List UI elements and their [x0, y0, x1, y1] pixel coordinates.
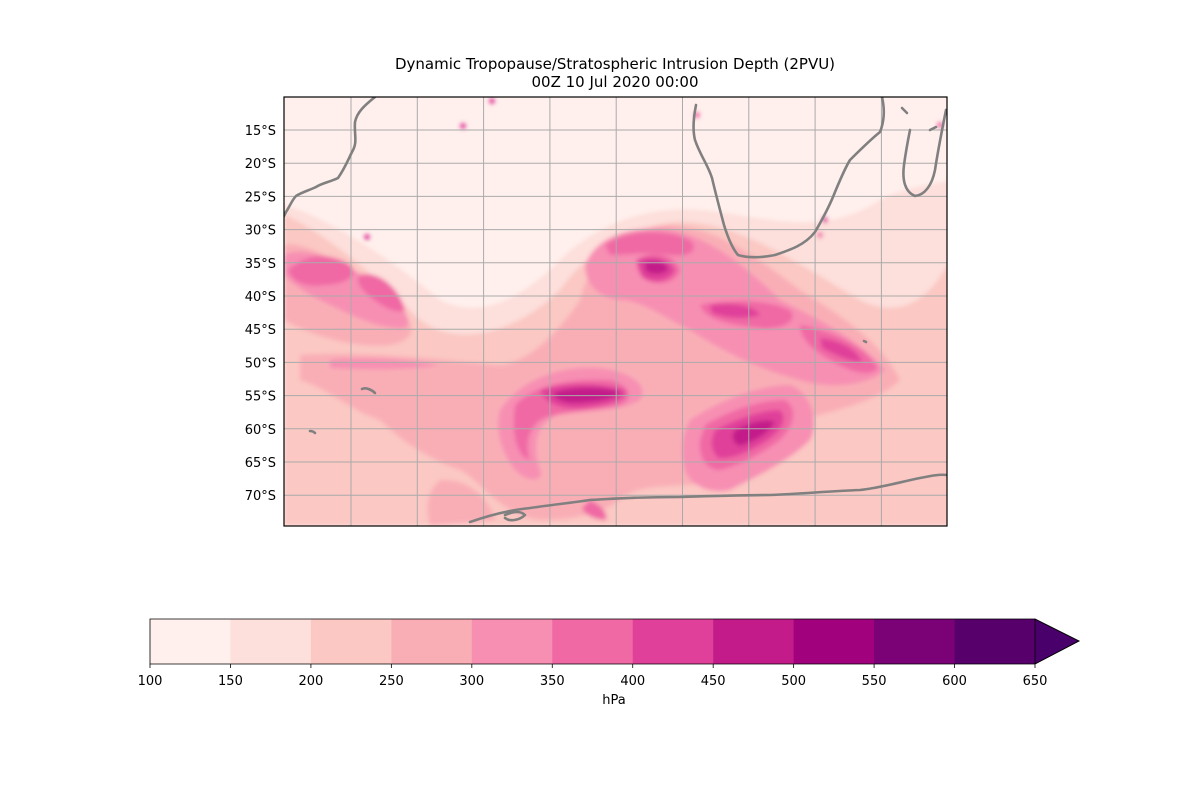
latitude-labels: 15°S 20°S 25°S 30°S 35°S 40°S 45°S 50°S 55°S 60°S… — [245, 124, 276, 504]
latitude-label: 30°S — [245, 224, 276, 239]
contour-350 — [582, 500, 607, 520]
colorbar-ticks: 100 150 200 250 300 350 400 450 500 550 600 650 — [138, 664, 1048, 689]
title-line-1: Dynamic Tropopause/Stratospheric Intrusi… — [394, 55, 836, 73]
contour-450 — [732, 420, 775, 446]
latitude-label: 65°S — [245, 456, 276, 471]
map-panel: 15°S 20°S 25°S 30°S 35°S 40°S 45°S 50°S 55°S 60°S… — [245, 96, 948, 527]
colorbar-swatch — [793, 619, 875, 664]
coastline-madagascar — [902, 108, 947, 198]
colorbar-tick-label: 250 — [379, 674, 404, 689]
contour-400 — [820, 338, 862, 362]
contour-blob — [489, 98, 495, 104]
contour-blob — [817, 232, 823, 238]
colorbar-tick-label: 300 — [459, 674, 484, 689]
latitude-label: 15°S — [245, 124, 276, 139]
coastline-south-america — [284, 97, 377, 218]
colorbar-tick-label: 350 — [540, 674, 565, 689]
gridlines — [284, 97, 947, 526]
map-frame — [283, 96, 948, 527]
colorbar-tick-label: 500 — [781, 674, 806, 689]
contour-250 — [427, 479, 495, 526]
colorbar-swatch — [954, 619, 1036, 664]
latitude-label: 45°S — [245, 323, 276, 338]
latitude-label: 70°S — [245, 489, 276, 504]
colorbar-tick-label: 550 — [862, 674, 887, 689]
contour-blob — [460, 123, 466, 129]
colorbar-swatch — [310, 619, 392, 664]
latitude-label: 20°S — [245, 157, 276, 172]
coastline-antarctica — [468, 473, 947, 524]
colorbar-tick-label: 150 — [218, 674, 243, 689]
colorbar-tick-label: 600 — [942, 674, 967, 689]
coastlines — [284, 97, 947, 524]
contour-400 — [710, 304, 760, 318]
coastline-island — [360, 387, 377, 395]
contour-field — [284, 97, 947, 526]
latitude-label: 35°S — [245, 257, 276, 272]
contour-350 — [288, 256, 354, 286]
colorbar-swatch — [230, 619, 312, 664]
colorbar-label: hPa — [602, 693, 625, 708]
coastline-island — [928, 125, 938, 132]
colorbar-tick-label: 200 — [298, 674, 323, 689]
contour-350 — [605, 232, 694, 256]
coastline-africa — [692, 97, 886, 259]
colorbar-swatch — [471, 619, 553, 664]
contour-350 — [357, 274, 405, 312]
colorbar-swatch — [874, 619, 956, 664]
latitude-label: 60°S — [245, 423, 276, 438]
colorbar-swatch — [552, 619, 634, 664]
contour-450 — [645, 261, 668, 275]
title-line-2: 00Z 10 Jul 2020 00:00 — [531, 73, 699, 91]
coastline-antarctic-islands — [503, 510, 527, 522]
colorbar-tick-label: 100 — [138, 674, 163, 689]
contour-blob — [364, 234, 370, 240]
colorbar-tick-label: 450 — [701, 674, 726, 689]
colorbar-outline — [149, 618, 1080, 665]
coastline-island — [900, 106, 909, 115]
colorbar-tick-label: 400 — [620, 674, 645, 689]
coastline-island — [308, 429, 317, 435]
latitude-label: 25°S — [245, 190, 276, 205]
coastline-island — [862, 339, 868, 344]
colorbar-swatch — [632, 619, 714, 664]
latitude-label: 40°S — [245, 290, 276, 305]
latitude-label: 50°S — [245, 356, 276, 371]
colorbar-tick-label: 650 — [1023, 674, 1048, 689]
colorbar-swatch — [150, 619, 231, 664]
colorbar-swatch — [391, 619, 473, 664]
contour-300 — [330, 358, 440, 370]
latitude-label: 55°S — [245, 390, 276, 405]
colorbar: 100 150 200 250 300 350 400 450 500 550 600 650 hPa — [138, 618, 1080, 708]
colorbar-swatch — [713, 619, 795, 664]
colorbar-extend-arrow — [1034, 618, 1080, 665]
